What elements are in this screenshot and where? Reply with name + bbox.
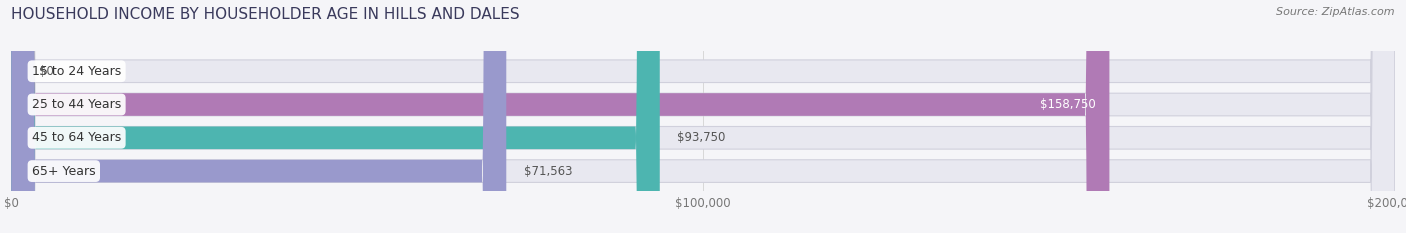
FancyBboxPatch shape (11, 0, 506, 233)
Text: HOUSEHOLD INCOME BY HOUSEHOLDER AGE IN HILLS AND DALES: HOUSEHOLD INCOME BY HOUSEHOLDER AGE IN H… (11, 7, 520, 22)
FancyBboxPatch shape (11, 0, 1395, 233)
Text: 25 to 44 Years: 25 to 44 Years (32, 98, 121, 111)
FancyBboxPatch shape (11, 0, 1395, 233)
Text: 65+ Years: 65+ Years (32, 164, 96, 178)
FancyBboxPatch shape (11, 0, 1395, 233)
FancyBboxPatch shape (11, 0, 1109, 233)
Text: $0: $0 (39, 65, 53, 78)
FancyBboxPatch shape (11, 0, 1395, 233)
Text: 15 to 24 Years: 15 to 24 Years (32, 65, 121, 78)
Text: Source: ZipAtlas.com: Source: ZipAtlas.com (1277, 7, 1395, 17)
Text: $71,563: $71,563 (523, 164, 572, 178)
Text: 45 to 64 Years: 45 to 64 Years (32, 131, 121, 144)
FancyBboxPatch shape (11, 0, 659, 233)
Text: $158,750: $158,750 (1040, 98, 1095, 111)
Text: $93,750: $93,750 (678, 131, 725, 144)
